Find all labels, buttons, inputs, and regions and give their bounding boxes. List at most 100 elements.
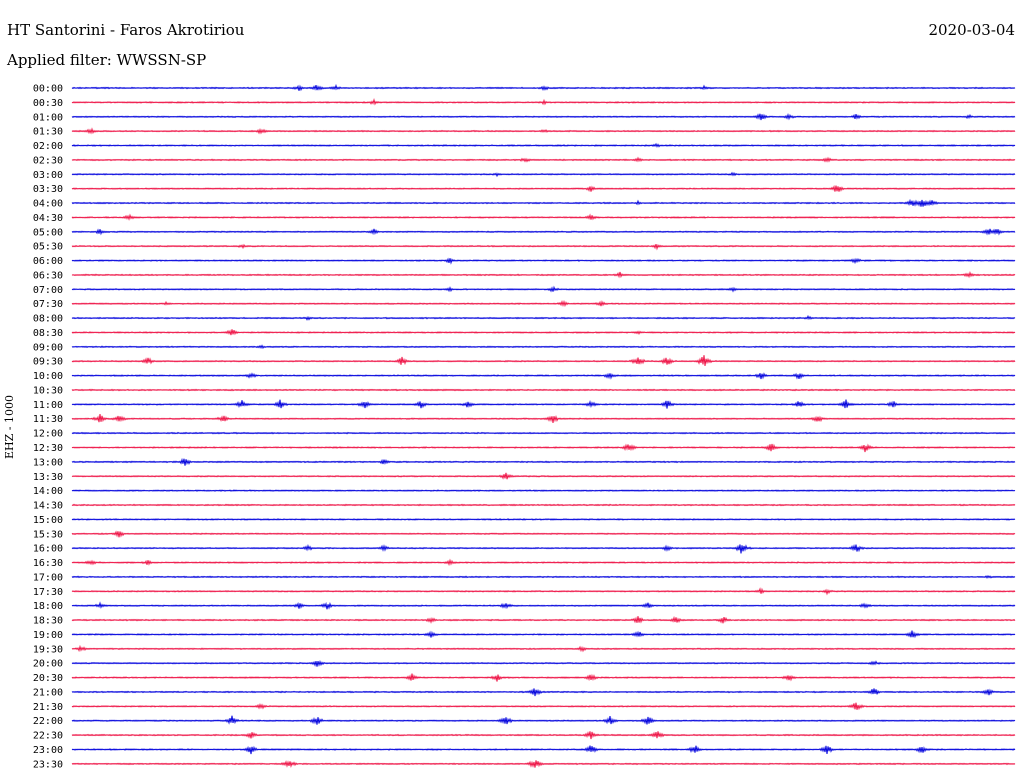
seismic-trace — [71, 574, 1016, 579]
time-tick-label: 04:00 — [33, 199, 63, 210]
time-tick-label: 13:30 — [33, 472, 63, 483]
time-tick-label: 08:00 — [33, 314, 63, 325]
time-tick-label: 18:00 — [33, 601, 63, 612]
seismic-trace — [71, 97, 1016, 106]
time-tick-label: 20:30 — [33, 673, 63, 684]
seismic-trace — [71, 503, 1016, 507]
seismic-trace — [71, 431, 1016, 435]
time-tick-label: 14:00 — [33, 486, 63, 497]
seismic-trace — [71, 518, 1016, 521]
seismic-trace — [71, 630, 1016, 639]
seismic-trace — [71, 673, 1016, 682]
seismic-trace — [71, 388, 1016, 392]
time-tick-label: 23:30 — [33, 759, 63, 770]
time-tick-label: 11:00 — [33, 400, 63, 411]
seismic-trace — [71, 257, 1016, 265]
time-tick-label: 06:00 — [33, 256, 63, 267]
filter-label: Applied filter: WWSSN-SP — [7, 51, 207, 69]
time-tick-label: 02:30 — [33, 155, 63, 166]
time-tick-label: 15:30 — [33, 529, 63, 540]
seismic-trace — [71, 243, 1016, 251]
seismic-trace — [71, 113, 1016, 121]
seismic-trace — [71, 745, 1016, 755]
seismic-trace — [71, 156, 1016, 163]
seismic-trace — [71, 601, 1016, 610]
time-tick-label: 19:00 — [33, 630, 63, 641]
station-title: HT Santorini - Faros Akrotiriou — [7, 21, 245, 39]
time-tick-label: 09:00 — [33, 342, 63, 353]
time-tick-label: 16:30 — [33, 558, 63, 569]
seismic-trace — [71, 414, 1016, 423]
seismic-trace — [71, 457, 1016, 466]
seismic-trace — [71, 372, 1016, 380]
seismic-trace — [71, 587, 1016, 596]
time-tick-label: 07:30 — [33, 299, 63, 310]
seismic-trace — [71, 285, 1016, 293]
seismic-trace — [71, 472, 1016, 480]
time-tick-label: 00:00 — [33, 84, 63, 95]
time-tick-label: 17:00 — [33, 572, 63, 583]
seismic-trace — [71, 213, 1016, 221]
seismic-trace — [71, 198, 1016, 207]
time-tick-label: 10:00 — [33, 371, 63, 382]
time-tick-label: 05:30 — [33, 242, 63, 253]
time-tick-label: 10:30 — [33, 385, 63, 396]
seismic-trace — [71, 127, 1016, 135]
seismic-trace — [71, 329, 1016, 336]
seismic-trace — [71, 443, 1016, 453]
seismic-trace — [71, 489, 1016, 492]
time-tick-label: 12:30 — [33, 443, 63, 454]
time-tick-label: 13:00 — [33, 457, 63, 468]
time-tick-label: 19:30 — [33, 644, 63, 655]
time-tick-label: 06:30 — [33, 270, 63, 281]
time-tick-label: 02:00 — [33, 141, 63, 152]
time-tick-label: 01:00 — [33, 112, 63, 123]
seismic-trace — [71, 355, 1016, 366]
seismic-trace — [71, 270, 1016, 279]
time-tick-label: 20:00 — [33, 659, 63, 670]
time-tick-label: 09:30 — [33, 357, 63, 368]
seismic-trace — [71, 228, 1016, 236]
time-tick-label: 07:00 — [33, 285, 63, 296]
time-tick-label: 21:30 — [33, 702, 63, 713]
time-tick-label: 11:30 — [33, 414, 63, 425]
time-tick-label: 16:00 — [33, 544, 63, 555]
seismic-trace — [71, 558, 1016, 567]
time-tick-label: 15:00 — [33, 515, 63, 526]
time-tick-label: 01:30 — [33, 127, 63, 138]
time-tick-label: 23:00 — [33, 745, 63, 756]
seismic-trace — [71, 530, 1016, 538]
time-tick-label: 05:00 — [33, 227, 63, 238]
seismic-trace — [71, 715, 1016, 725]
seismic-trace — [71, 660, 1016, 667]
time-tick-label: 03:00 — [33, 170, 63, 181]
seismic-trace — [71, 760, 1016, 768]
seismic-trace — [71, 299, 1016, 308]
seismic-trace — [71, 184, 1016, 193]
time-tick-label: 22:30 — [33, 731, 63, 742]
seismic-trace — [71, 688, 1016, 697]
time-tick-label: 00:30 — [33, 98, 63, 109]
seismic-trace — [71, 344, 1016, 350]
seismic-trace — [71, 543, 1016, 554]
date-label: 2020-03-04 — [928, 21, 1015, 39]
seismic-trace — [71, 83, 1016, 92]
time-tick-label: 21:00 — [33, 687, 63, 698]
time-tick-label: 04:30 — [33, 213, 63, 224]
seismic-trace — [71, 731, 1016, 740]
seismic-trace — [71, 142, 1016, 148]
seismic-trace — [71, 399, 1016, 409]
time-tick-label: 22:00 — [33, 716, 63, 727]
seismic-trace — [71, 615, 1016, 624]
time-tick-label: 12:00 — [33, 429, 63, 440]
time-tick-label: 08:30 — [33, 328, 63, 339]
time-tick-label: 03:30 — [33, 184, 63, 195]
time-tick-label: 17:30 — [33, 587, 63, 598]
seismic-trace — [71, 644, 1016, 653]
seismic-trace — [71, 702, 1016, 711]
seismic-trace — [71, 171, 1016, 178]
time-tick-label: 14:30 — [33, 501, 63, 512]
seismic-trace — [71, 314, 1016, 321]
time-tick-label: 18:30 — [33, 616, 63, 627]
